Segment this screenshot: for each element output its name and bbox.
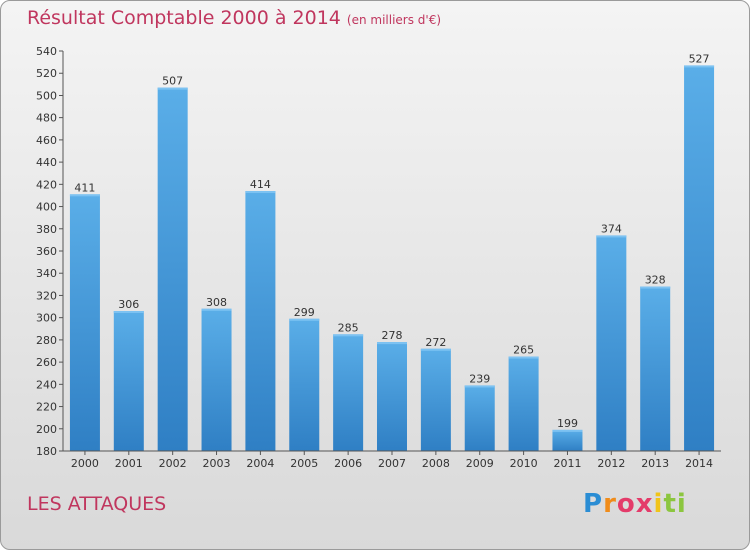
bar <box>640 286 671 451</box>
y-tick-label: 340 <box>36 267 57 280</box>
chart-title: Résultat Comptable 2000 à 2014 (en millie… <box>27 7 441 29</box>
y-tick-label: 440 <box>36 156 57 169</box>
y-tick-label: 380 <box>36 223 57 236</box>
bar-value-label: 278 <box>382 329 403 342</box>
bar-highlight <box>201 308 232 311</box>
x-tick-label: 2006 <box>334 457 362 470</box>
bar <box>508 356 539 451</box>
bar-highlight <box>552 429 583 432</box>
y-tick-label: 180 <box>36 445 57 458</box>
x-tick-label: 2010 <box>510 457 538 470</box>
bar <box>552 429 583 451</box>
y-tick-label: 360 <box>36 245 57 258</box>
logo-letter: i <box>653 489 664 519</box>
bar <box>333 334 364 451</box>
x-tick-label: 2008 <box>422 457 450 470</box>
bar-value-label: 299 <box>294 306 315 319</box>
x-tick-label: 2007 <box>378 457 406 470</box>
bar-highlight <box>333 334 364 337</box>
bar <box>420 348 451 451</box>
y-tick-label: 260 <box>36 356 57 369</box>
x-tick-label: 2003 <box>203 457 231 470</box>
x-tick-label: 2001 <box>115 457 143 470</box>
bar-value-label: 374 <box>601 222 622 235</box>
y-tick-label: 420 <box>36 178 57 191</box>
bar <box>377 342 407 451</box>
bar-highlight <box>289 318 320 321</box>
bar-highlight <box>377 342 407 345</box>
bar-value-label: 285 <box>338 321 359 334</box>
y-axis: 180 200 220 240 260 280 300 320 340 360 380 400 420 4… <box>36 45 64 458</box>
x-tick-label: 2013 <box>641 457 669 470</box>
bar-value-label: 272 <box>425 336 446 349</box>
x-tick-label: 2000 <box>71 457 99 470</box>
bar-highlight <box>596 235 627 238</box>
commune-name: LES ATTAQUES <box>27 493 167 515</box>
bar <box>684 65 715 451</box>
bar-value-label: 308 <box>206 296 227 309</box>
bar-value-label: 265 <box>513 344 534 357</box>
x-tick-label: 2004 <box>246 457 274 470</box>
bar-value-label: 328 <box>645 274 666 287</box>
y-tick-label: 240 <box>36 378 57 391</box>
chart-subtitle: (en milliers d'€) <box>346 13 442 27</box>
x-axis: 2000 2001 2002 2003 2004 2005 2006 2007 2008 2009… <box>63 450 721 470</box>
logo-letter: o <box>616 489 636 519</box>
y-tick-label: 500 <box>36 89 57 102</box>
x-tick-label: 2012 <box>597 457 625 470</box>
logo-letter: P <box>583 489 604 519</box>
bar-value-label: 414 <box>250 178 271 191</box>
y-tick-label: 200 <box>36 423 57 436</box>
y-tick-label: 520 <box>36 67 57 80</box>
chart-title-text: Résultat Comptable 2000 à 2014 <box>27 7 341 29</box>
x-tick-label: 2014 <box>685 457 713 470</box>
logo-letter: x <box>635 489 654 519</box>
x-tick-label: 2002 <box>159 457 187 470</box>
y-tick-label: 480 <box>36 112 57 125</box>
y-tick-label: 400 <box>36 201 57 214</box>
bar-highlight <box>508 356 539 359</box>
bar <box>157 87 188 452</box>
y-tick-label: 220 <box>36 401 57 414</box>
bar-value-label: 239 <box>469 372 490 385</box>
bar-value-label: 306 <box>118 298 139 311</box>
bar <box>596 235 627 451</box>
bar <box>113 311 144 451</box>
bar-value-label: 199 <box>557 417 578 430</box>
bar-highlight <box>113 311 144 313</box>
bar-highlight <box>157 87 188 90</box>
bar <box>289 318 320 451</box>
x-tick-label: 2011 <box>553 457 581 470</box>
bar-highlight <box>420 348 451 351</box>
bar-highlight <box>640 286 671 289</box>
logo-letter: r <box>603 489 617 519</box>
y-tick-label: 280 <box>36 334 57 347</box>
bar <box>464 385 495 451</box>
bar-value-label: 507 <box>162 75 183 88</box>
bar-highlight <box>245 191 276 193</box>
bar <box>245 191 276 451</box>
y-tick-label: 460 <box>36 134 57 147</box>
bar-value-label: 411 <box>74 181 95 194</box>
bar <box>69 194 100 452</box>
bar <box>201 308 232 451</box>
bar-highlight <box>69 194 100 197</box>
y-tick-label: 320 <box>36 289 57 302</box>
y-tick-label: 300 <box>36 312 57 325</box>
x-tick-label: 2009 <box>466 457 494 470</box>
bar-highlight <box>684 65 715 68</box>
bars: 411 306 507 308 414 299 285 278 272 239 265 199 374 3… <box>69 52 715 452</box>
proxiti-logo: Proxiti <box>583 489 687 519</box>
logo-letter: ti <box>663 489 687 519</box>
bar-value-label: 527 <box>689 52 710 65</box>
x-tick-label: 2005 <box>290 457 318 470</box>
bar-highlight <box>464 385 495 388</box>
y-tick-label: 540 <box>36 45 57 58</box>
